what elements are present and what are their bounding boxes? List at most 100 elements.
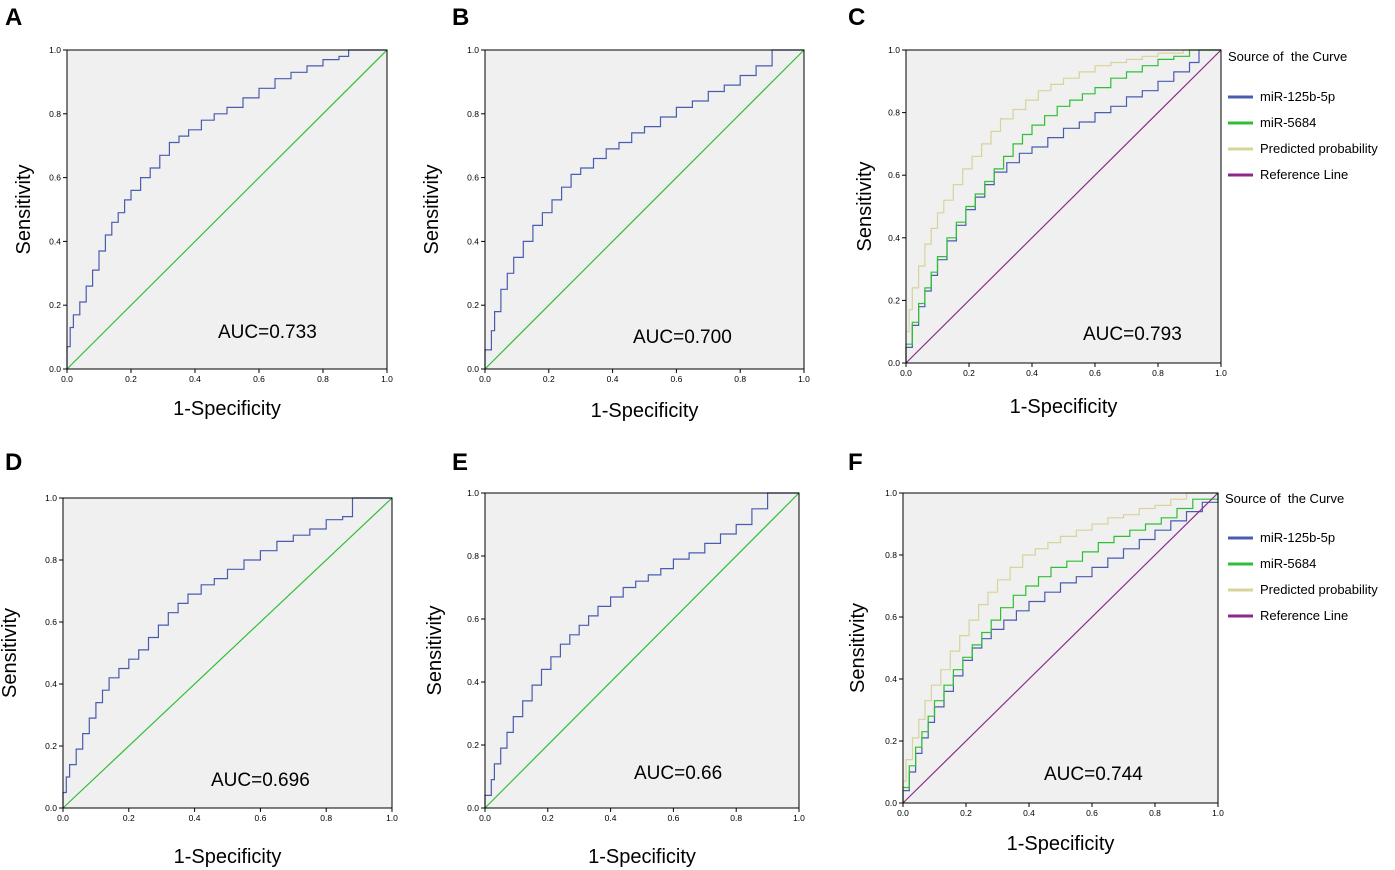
x-tick-label: 0.6 — [1086, 808, 1098, 818]
panel-letter: C — [848, 4, 865, 31]
y-tick-label: 0.8 — [45, 555, 57, 565]
x-tick-label: 0.6 — [670, 374, 682, 384]
x-tick-label: 0.0 — [479, 374, 491, 384]
plot-frame — [484, 492, 800, 809]
y-axis-label: Sensitivity — [854, 161, 876, 251]
y-axis-label: Sensitivity — [0, 608, 21, 698]
x-tick-label: 1.0 — [1212, 808, 1224, 818]
series-roc — [62, 497, 392, 808]
x-tick-label: 0.4 — [1026, 368, 1038, 378]
y-tick-label: 0.6 — [45, 617, 57, 627]
series-roc — [484, 49, 804, 369]
x-tick-label: 0.8 — [1149, 808, 1161, 818]
y-axis-label: Sensitivity — [424, 605, 446, 695]
series-mir-5684 — [902, 493, 1219, 803]
panel-e: E 0.0 0.2 0.4 0.6 0.8 1.0 0.0 0.2 0.4 0.6 0.8 1.0 AUC… — [424, 449, 805, 868]
panel-letter: E — [452, 449, 468, 476]
panel-letter: F — [848, 449, 863, 476]
panel-f: F 0.0 0.2 0.4 0.6 0.8 1.0 0.0 0.2 0.4 0.6 0.8 1.0 AUC… — [847, 449, 1378, 855]
y-tick-label: 0.6 — [467, 173, 479, 183]
y-tick-label: 0.6 — [49, 173, 61, 183]
y-tick-label: 0.4 — [885, 674, 897, 684]
x-tick-label: 1.0 — [386, 813, 398, 823]
x-axis-label: 1-Specificity — [588, 846, 696, 868]
panel-d: D 0.0 0.2 0.4 0.6 0.8 1.0 0.0 0.2 0.4 0.6 0.8 1.0 AUC… — [0, 449, 398, 868]
x-tick-label: 0.8 — [734, 374, 746, 384]
x-tick-label: 1.0 — [381, 374, 393, 384]
x-tick-label: 0.0 — [479, 813, 491, 823]
legend: Source of the Curve miR-125b-5p miR-5684 Pr… — [1228, 49, 1378, 182]
legend-label: Predicted probability — [1260, 582, 1378, 597]
legend-label: miR-5684 — [1260, 115, 1316, 130]
y-tick-label: 0.4 — [467, 677, 479, 687]
series-reference-line — [902, 492, 1219, 804]
x-tick-label: 0.4 — [607, 374, 619, 384]
series-reference — [484, 49, 805, 370]
x-tick-label: 0.4 — [1023, 808, 1035, 818]
y-tick-label: 0.8 — [885, 550, 897, 560]
x-tick-label: 0.6 — [254, 813, 266, 823]
y-tick-label: 0.8 — [49, 109, 61, 119]
y-tick-label: 1.0 — [45, 493, 57, 503]
x-tick-label: 0.4 — [605, 813, 617, 823]
x-axis-label: 1-Specificity — [1007, 833, 1115, 855]
y-tick-label: 1.0 — [49, 45, 61, 55]
series-roc — [484, 492, 799, 808]
auc-annotation: AUC=0.700 — [633, 327, 732, 348]
y-tick-label: 0.2 — [467, 300, 479, 310]
auc-annotation: AUC=0.733 — [218, 322, 317, 343]
series-predicted-probability — [902, 492, 1218, 803]
auc-annotation: AUC=0.696 — [211, 770, 310, 791]
series-predicted-probability — [905, 49, 1221, 363]
x-tick-label: 0.2 — [125, 374, 137, 384]
x-axis-label: 1-Specificity — [591, 400, 699, 422]
y-tick-label: 0.4 — [467, 236, 479, 246]
series-mir-5684 — [905, 49, 1221, 363]
x-tick-label: 1.0 — [1215, 368, 1227, 378]
y-tick-label: 0.0 — [467, 803, 479, 813]
x-tick-label: 0.6 — [667, 813, 679, 823]
series-reference-line — [905, 49, 1222, 364]
y-tick-label: 0.2 — [49, 300, 61, 310]
y-tick-label: 0.0 — [467, 364, 479, 374]
y-tick-label: 0.4 — [888, 233, 900, 243]
legend-title: Source of the Curve — [1228, 49, 1347, 64]
panel-letter: A — [5, 4, 22, 31]
y-tick-label: 0.2 — [45, 741, 57, 751]
y-tick-label: 0.0 — [885, 798, 897, 808]
x-tick-label: 0.8 — [317, 374, 329, 384]
auc-annotation: AUC=0.793 — [1083, 324, 1182, 345]
plot-frame — [902, 492, 1219, 804]
x-tick-label: 0.2 — [963, 368, 975, 378]
x-axis-label: 1-Specificity — [174, 846, 282, 868]
x-tick-label: 1.0 — [798, 374, 810, 384]
x-tick-label: 0.8 — [1152, 368, 1164, 378]
series-reference — [484, 492, 800, 809]
y-tick-label: 0.6 — [888, 170, 900, 180]
x-tick-label: 0.0 — [897, 808, 909, 818]
y-axis-label: Sensitivity — [13, 164, 35, 254]
y-tick-label: 0.2 — [888, 295, 900, 305]
series-reference — [66, 49, 388, 370]
y-tick-label: 0.2 — [885, 736, 897, 746]
y-tick-label: 1.0 — [467, 45, 479, 55]
plot-frame — [484, 49, 805, 370]
plot-frame — [66, 49, 388, 370]
panel-c: C 0.0 0.2 0.4 0.6 0.8 1.0 0.0 0.2 0.4 0.6 0.8 1.0 AUC… — [848, 4, 1378, 418]
panel-letter: D — [5, 449, 22, 476]
y-axis-label: Sensitivity — [847, 603, 869, 693]
x-tick-label: 0.0 — [57, 813, 69, 823]
auc-annotation: AUC=0.744 — [1044, 764, 1143, 785]
legend-label: miR-125b-5p — [1260, 89, 1335, 104]
y-tick-label: 1.0 — [888, 45, 900, 55]
x-tick-label: 0.8 — [320, 813, 332, 823]
plot-frame — [905, 49, 1222, 364]
series-reference — [62, 497, 393, 809]
y-tick-label: 0.8 — [888, 108, 900, 118]
y-axis-label: Sensitivity — [421, 164, 443, 254]
legend-label: miR-5684 — [1260, 556, 1316, 571]
plot-frame — [62, 497, 393, 809]
x-axis-label: 1-Specificity — [173, 398, 281, 420]
x-tick-label: 0.6 — [1089, 368, 1101, 378]
legend: Source of the Curve miR-125b-5p miR-5684 Pr… — [1225, 491, 1378, 623]
